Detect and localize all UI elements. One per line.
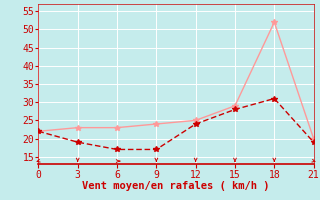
X-axis label: Vent moyen/en rafales ( km/h ): Vent moyen/en rafales ( km/h ) bbox=[82, 181, 270, 191]
